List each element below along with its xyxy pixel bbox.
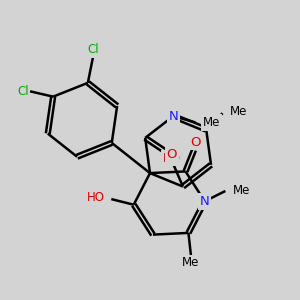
Text: Me: Me bbox=[182, 256, 200, 269]
Text: Cl: Cl bbox=[17, 85, 29, 98]
Text: Cl: Cl bbox=[87, 43, 99, 56]
Text: N: N bbox=[200, 195, 210, 208]
Text: Me: Me bbox=[230, 105, 247, 118]
Text: Me: Me bbox=[202, 116, 220, 129]
Text: N: N bbox=[168, 110, 178, 123]
Text: O: O bbox=[166, 148, 177, 161]
Text: O: O bbox=[190, 136, 201, 148]
Text: HO: HO bbox=[163, 152, 181, 165]
Text: HO: HO bbox=[87, 191, 105, 204]
Text: Me: Me bbox=[232, 184, 250, 197]
